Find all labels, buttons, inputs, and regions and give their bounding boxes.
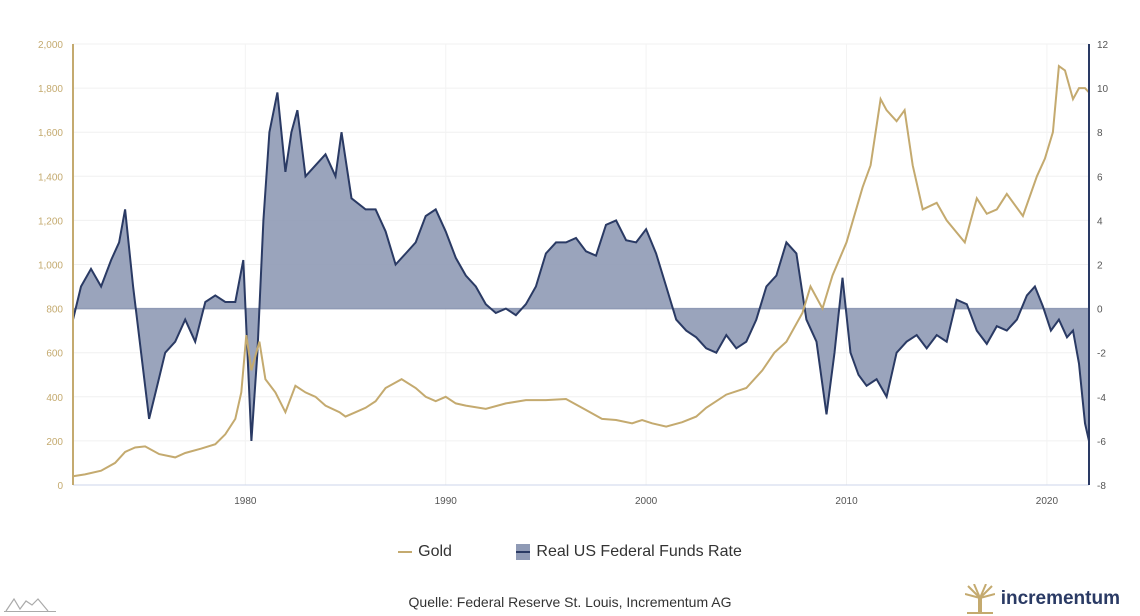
legend-label-rate: Real US Federal Funds Rate <box>536 543 742 560</box>
legend-item-gold[interactable]: Gold <box>398 543 452 561</box>
y-right-tick-label: -6 <box>1097 437 1106 448</box>
chart: 0 200 400 600 800 1,000 1,200 1,400 1,600 1,800 2,… <box>38 40 1109 507</box>
x-tick-label: 2010 <box>835 496 858 507</box>
gold-line <box>72 64 1090 478</box>
legend: Gold Real US Federal Funds Rate <box>0 543 1140 561</box>
y-left-tick-label: 1,200 <box>38 216 63 227</box>
y-left-tick-label: 200 <box>46 437 63 448</box>
y-right-tick-label: -2 <box>1097 349 1106 360</box>
y-left-tick-label: 800 <box>46 305 63 316</box>
logo-text: incrementum <box>1000 588 1120 609</box>
y-left-tick-label: 1,600 <box>38 128 63 139</box>
x-tick-label: 1990 <box>435 496 458 507</box>
y-left-tick-label: 600 <box>46 349 63 360</box>
y-left-tick-label: 400 <box>46 393 63 404</box>
y-right-tick-label: 12 <box>1097 40 1109 51</box>
y-right-tick-label: -4 <box>1097 393 1106 404</box>
y-left-tick-label: 0 <box>57 481 63 492</box>
y-left-tick-label: 1,400 <box>38 172 63 183</box>
y-right-tick-label: 10 <box>1097 84 1109 95</box>
y-right-tick-label: -8 <box>1097 481 1106 492</box>
rate-area <box>73 92 1089 441</box>
y-right-tick-label: 8 <box>1097 128 1103 139</box>
legend-item-rate[interactable]: Real US Federal Funds Rate <box>516 543 742 561</box>
gold-swatch <box>398 551 413 553</box>
y-left-tick-label: 2,000 <box>38 40 63 51</box>
x-tick-label: 2020 <box>1036 496 1059 507</box>
x-tick-label: 2000 <box>635 496 658 507</box>
y-right-tick-label: 2 <box>1097 261 1103 272</box>
chart-icon <box>4 597 56 612</box>
source-note: Quelle: Federal Reserve St. Louis, Incre… <box>408 594 732 610</box>
y-left-tick-label: 1,800 <box>38 84 63 95</box>
y-right-tick-label: 4 <box>1097 216 1103 227</box>
rate-line <box>72 92 1090 442</box>
y-right-tick-label: 0 <box>1097 305 1103 316</box>
y-right-tick-label: 6 <box>1097 172 1103 183</box>
y-left-tick-label: 1,000 <box>38 261 63 272</box>
incrementum-logo: incrementum <box>964 584 1120 614</box>
rate-swatch <box>516 544 531 560</box>
legend-label-gold: Gold <box>418 543 452 560</box>
x-tick-label: 1980 <box>234 496 257 507</box>
tree-icon <box>964 584 995 614</box>
